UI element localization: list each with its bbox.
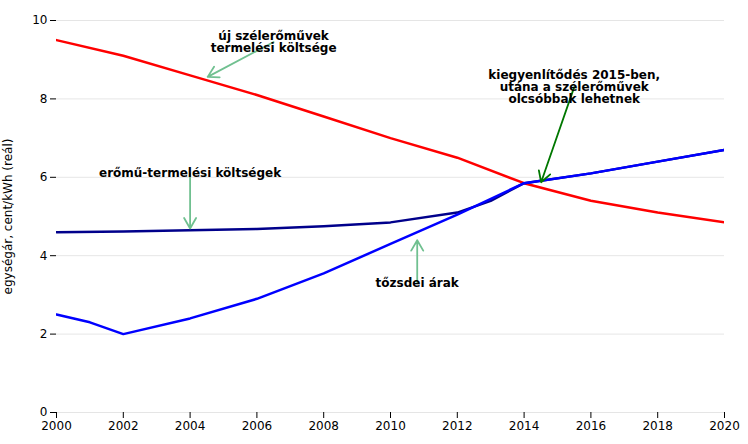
svg-text:2014: 2014 (509, 419, 540, 433)
svg-text:2000: 2000 (41, 419, 72, 433)
svg-text:tőzsdei árak: tőzsdei árak (376, 276, 460, 290)
svg-text:2010: 2010 (375, 419, 406, 433)
svg-text:2002: 2002 (108, 419, 139, 433)
svg-text:2006: 2006 (242, 419, 273, 433)
svg-text:kiegyenlítődés 2015-ben,utána: kiegyenlítődés 2015-ben,utána a szélerőm… (488, 68, 660, 106)
svg-text:erőmű-termelési költségek: erőmű-termelési költségek (99, 166, 282, 180)
svg-text:4: 4 (40, 249, 48, 263)
svg-text:új szélerőművektermelési költs: új szélerőművektermelési költsége (211, 29, 337, 55)
svg-text:2018: 2018 (642, 419, 673, 433)
svg-text:2016: 2016 (576, 419, 607, 433)
svg-text:8: 8 (40, 92, 48, 106)
svg-text:egységár, cent/kWh (reál): egységár, cent/kWh (reál) (1, 139, 15, 295)
svg-text:0: 0 (40, 405, 48, 419)
svg-text:2: 2 (40, 327, 48, 341)
svg-text:2012: 2012 (442, 419, 473, 433)
svg-text:2004: 2004 (175, 419, 206, 433)
svg-text:2020: 2020 (709, 419, 740, 433)
svg-text:6: 6 (40, 170, 48, 184)
svg-text:10: 10 (32, 13, 47, 27)
svg-text:2008: 2008 (308, 419, 339, 433)
